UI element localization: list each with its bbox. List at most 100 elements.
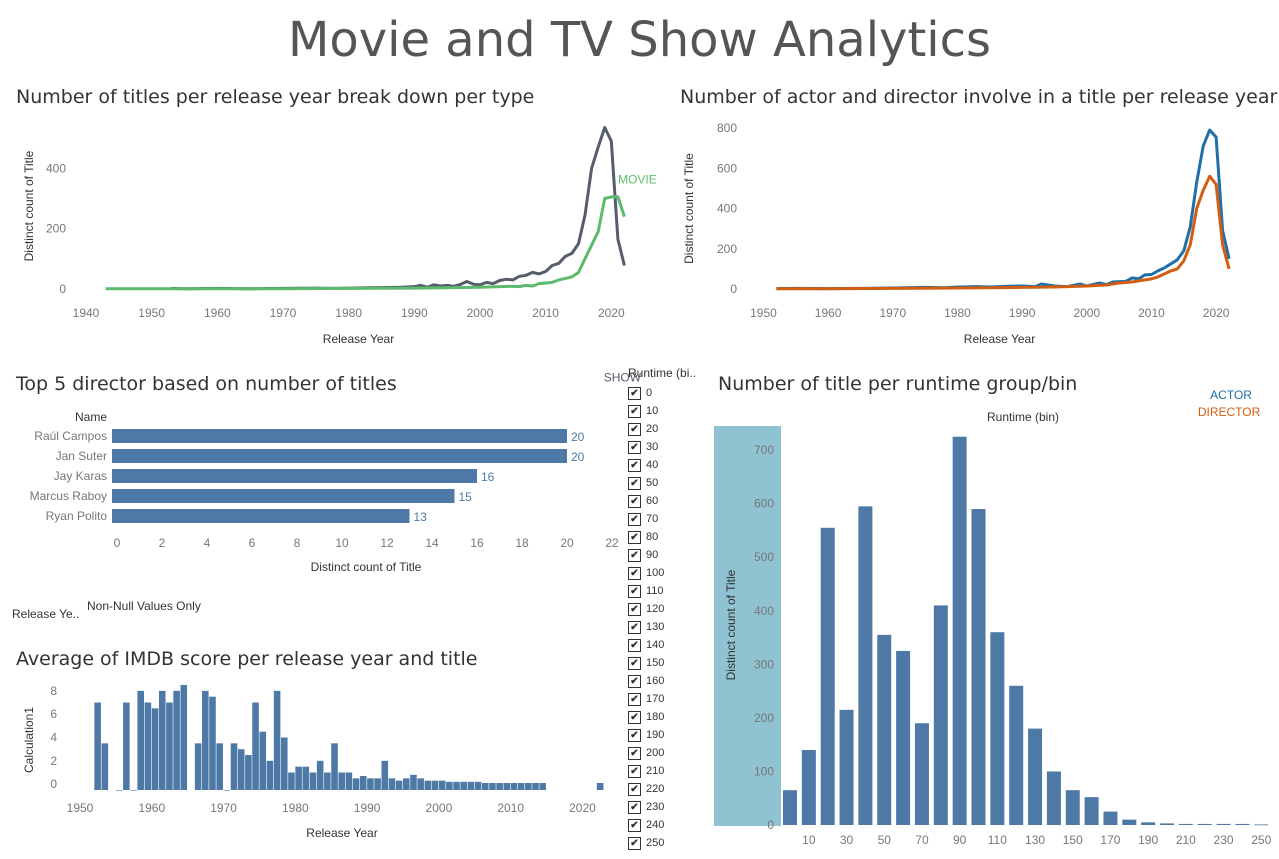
bar: [1028, 728, 1043, 825]
runtime-filter-option[interactable]: ✔ 220: [628, 780, 708, 798]
checkbox-checked-icon[interactable]: ✔: [628, 692, 641, 706]
bar: [316, 760, 324, 790]
chart-title-runtime-bins: Number of title per runtime group/bin: [718, 373, 1078, 395]
bar: [101, 743, 109, 790]
bar: [180, 685, 188, 790]
checkbox-checked-icon[interactable]: ✔: [628, 638, 641, 652]
bar: [424, 780, 432, 790]
runtime-filter-option[interactable]: ✔ 200: [628, 744, 708, 762]
runtime-filter-option[interactable]: ✔ 140: [628, 636, 708, 654]
bar: [431, 780, 439, 790]
runtime-filter-option[interactable]: ✔ 230: [628, 798, 708, 816]
x-tick-label: 230: [1214, 833, 1234, 847]
runtime-filter-option[interactable]: ✔ 40: [628, 456, 708, 474]
x-tick-label: 22: [605, 536, 619, 550]
checkbox-checked-icon[interactable]: ✔: [628, 494, 641, 508]
series-label-movie: MOVIE: [618, 173, 657, 187]
x-tick-label: 16: [470, 536, 484, 550]
y-axis-title: Distinct count of Title: [682, 153, 696, 264]
release-year-filter-value[interactable]: Non-Null Values Only: [87, 599, 201, 613]
checkbox-checked-icon[interactable]: ✔: [628, 422, 641, 436]
runtime-filter-option[interactable]: ✔ 0: [628, 384, 708, 402]
runtime-filter-option[interactable]: ✔ 130: [628, 618, 708, 636]
x-axis-title: Release Year: [323, 332, 394, 346]
checkbox-checked-icon[interactable]: ✔: [628, 566, 641, 580]
bar: [510, 783, 518, 790]
checkbox-checked-icon[interactable]: ✔: [628, 404, 641, 418]
runtime-filter-option[interactable]: ✔ 50: [628, 474, 708, 492]
category-label: Raúl Campos: [34, 429, 107, 443]
runtime-filter-option[interactable]: ✔ 180: [628, 708, 708, 726]
runtime-filter-option[interactable]: ✔ 160: [628, 672, 708, 690]
x-tick-label: 130: [1025, 833, 1045, 847]
runtime-filter-option[interactable]: ✔ 70: [628, 510, 708, 528]
runtime-filter-option[interactable]: ✔ 60: [628, 492, 708, 510]
checkbox-checked-icon[interactable]: ✔: [628, 440, 641, 454]
runtime-filter-list: ✔ 0 ✔ 10 ✔ 20 ✔ 30 ✔ 40 ✔ 50 ✔ 60 ✔ 70 ✔ 80 ✔ 90 ✔ 100 ✔ 110 ✔ 12…: [628, 384, 708, 852]
runtime-filter-option-label: 40: [646, 459, 659, 471]
x-tick-label: 170: [1100, 833, 1120, 847]
checkbox-checked-icon[interactable]: ✔: [628, 800, 641, 814]
bar: [839, 709, 854, 825]
checkbox-checked-icon[interactable]: ✔: [628, 476, 641, 490]
series-label-show: SHOW: [604, 370, 642, 384]
y-tick-label: 600: [754, 497, 774, 511]
runtime-filter-option[interactable]: ✔ 30: [628, 438, 708, 456]
checkbox-checked-icon[interactable]: ✔: [628, 602, 641, 616]
runtime-filter-option[interactable]: ✔ 150: [628, 654, 708, 672]
bar: [489, 783, 496, 790]
dashboard-title: Movie and TV Show Analytics: [287, 12, 992, 68]
bar: [1235, 823, 1250, 825]
runtime-filter-option-label: 70: [646, 513, 659, 525]
checkbox-checked-icon[interactable]: ✔: [628, 764, 641, 778]
x-tick-label: 250: [1251, 833, 1271, 847]
y-tick-label: 600: [717, 161, 737, 175]
checkbox-checked-icon[interactable]: ✔: [628, 386, 641, 400]
checkbox-checked-icon[interactable]: ✔: [628, 746, 641, 760]
y-tick-label: 0: [50, 777, 57, 791]
x-tick-label: 12: [380, 536, 394, 550]
checkbox-checked-icon[interactable]: ✔: [628, 782, 641, 796]
checkbox-checked-icon[interactable]: ✔: [628, 512, 641, 526]
runtime-filter-option-label: 20: [646, 423, 659, 435]
runtime-filter-option[interactable]: ✔ 210: [628, 762, 708, 780]
runtime-filter-option-label: 200: [646, 747, 665, 759]
checkbox-checked-icon[interactable]: ✔: [628, 548, 641, 562]
checkbox-checked-icon[interactable]: ✔: [628, 728, 641, 742]
runtime-filter-option[interactable]: ✔ 240: [628, 816, 708, 834]
checkbox-checked-icon[interactable]: ✔: [628, 836, 641, 850]
runtime-filter-option[interactable]: ✔ 90: [628, 546, 708, 564]
bar: [266, 760, 274, 790]
x-tick-label: 1960: [815, 306, 842, 320]
bar: [112, 509, 410, 523]
runtime-filter-option[interactable]: ✔ 170: [628, 690, 708, 708]
series-label-director: DIRECTOR: [1198, 405, 1261, 419]
x-tick-label: 70: [915, 833, 929, 847]
series-line-director: [776, 174, 1231, 291]
category-label: Ryan Polito: [46, 509, 108, 523]
checkbox-checked-icon[interactable]: ✔: [628, 656, 641, 670]
y-tick-label: 700: [754, 443, 774, 457]
checkbox-checked-icon[interactable]: ✔: [628, 530, 641, 544]
bar: [858, 506, 873, 825]
x-tick-label: 6: [249, 536, 256, 550]
bar: [1122, 819, 1137, 825]
checkbox-checked-icon[interactable]: ✔: [628, 584, 641, 598]
checkbox-checked-icon[interactable]: ✔: [628, 674, 641, 688]
checkbox-checked-icon[interactable]: ✔: [628, 710, 641, 724]
runtime-filter-option[interactable]: ✔ 120: [628, 600, 708, 618]
runtime-filter-option[interactable]: ✔ 110: [628, 582, 708, 600]
runtime-filter-option[interactable]: ✔ 10: [628, 402, 708, 420]
x-tick-label: 20: [560, 536, 574, 550]
checkbox-checked-icon[interactable]: ✔: [628, 620, 641, 634]
checkbox-checked-icon[interactable]: ✔: [628, 458, 641, 472]
bar: [438, 780, 446, 790]
x-tick-label: 2010: [1138, 306, 1165, 320]
checkbox-checked-icon[interactable]: ✔: [628, 818, 641, 832]
runtime-filter-option[interactable]: ✔ 250: [628, 834, 708, 852]
runtime-filter-option[interactable]: ✔ 80: [628, 528, 708, 546]
runtime-filter-option[interactable]: ✔ 190: [628, 726, 708, 744]
runtime-filter-option[interactable]: ✔ 20: [628, 420, 708, 438]
runtime-filter-option[interactable]: ✔ 100: [628, 564, 708, 582]
